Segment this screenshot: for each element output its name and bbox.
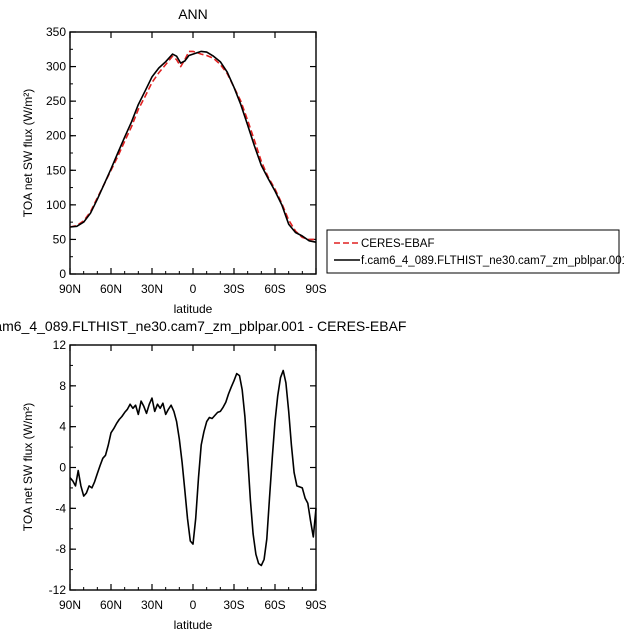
panel-2-x-tick-label: 90N	[59, 598, 81, 612]
panel-1-x-tick-label: 30S	[223, 282, 244, 296]
panel-1-series-line-1	[69, 50, 317, 243]
panel-2-x-tick-label: 30N	[141, 598, 163, 612]
panel-1-x-ticks: 90N 60N 30N 0 30S 60S 90S	[59, 32, 327, 296]
panel-2-y-tick-label: 12	[53, 338, 67, 352]
panel-1-y-ticks: 0 50 100 150 200 250 300 350	[46, 25, 316, 281]
panel-1-y-tick-label: 350	[46, 25, 66, 39]
panel-2-y-axis-label: TOA net SW flux (W/m²)	[21, 403, 35, 531]
panel-1-y-axis-label: TOA net SW flux (W/m²)	[21, 89, 35, 217]
panel-1-frame	[69, 31, 317, 275]
panel-2-y-tick-label: 0	[59, 461, 66, 475]
panel-2-series-line-0	[69, 369, 317, 567]
panel-1-series	[69, 50, 317, 243]
panel-2-y-tick-label: 8	[59, 379, 66, 393]
panel-2-y-tick-label: -8	[55, 542, 66, 556]
panel-2-x-tick-label: 0	[190, 598, 197, 612]
panel-2-x-tick-label: 60N	[100, 598, 122, 612]
panel-2-title: f.cam6_4_089.FLTHIST_ne30.cam7_zm_pblpar…	[0, 318, 406, 334]
panel-1-x-tick-label: 30N	[141, 282, 163, 296]
difference-panel: f.cam6_4_089.FLTHIST_ne30.cam7_zm_pblpar…	[0, 318, 406, 632]
panel-1-series-line-0	[69, 50, 316, 241]
panel-1-x-tick-label: 60S	[264, 282, 285, 296]
panel-1-y-tick-label: 50	[53, 232, 67, 246]
panel-1-y-tick-label: 150	[46, 163, 66, 177]
panel-1-y-tick-label: 100	[46, 198, 66, 212]
panel-2-x-axis-label: latitude	[174, 618, 213, 632]
panel-1-y-tick-label: 200	[46, 129, 66, 143]
climatology-panel: ANN 90N 60N 30N 0 30S 60S 90S 0 50 100 150 200 250 3…	[21, 6, 327, 316]
panel-2-y-tick-label: -4	[55, 501, 66, 515]
panel-1-x-tick-label: 90N	[59, 282, 81, 296]
panel-2-y-ticks: -12 -8 -4 0 4 8 12	[49, 338, 316, 597]
panel-2-x-ticks: 90N 60N 30N 0 30S 60S 90S	[59, 345, 327, 612]
legend: CERES-EBAF f.cam6_4_089.FLTHIST_ne30.cam…	[326, 229, 624, 274]
panel-2-y-tick-label: 4	[59, 420, 66, 434]
panel-2-x-tick-label: 90S	[305, 598, 326, 612]
legend-box	[326, 229, 620, 274]
panel-2-x-tick-label: 30S	[223, 598, 244, 612]
panel-2-series	[69, 369, 317, 567]
panel-1-y-tick-label: 0	[59, 267, 66, 281]
panel-1-y-tick-label: 250	[46, 94, 66, 108]
panel-1-x-tick-label: 60N	[100, 282, 122, 296]
panel-1-y-tick-label: 300	[46, 60, 66, 74]
legend-label-ceres: CERES-EBAF	[361, 238, 435, 250]
panel-1-title: ANN	[178, 6, 208, 22]
panel-1-x-tick-label: 90S	[305, 282, 326, 296]
legend-label-model: f.cam6_4_089.FLTHIST_ne30.cam7_zm_pblpar…	[361, 255, 624, 267]
panel-1-x-axis-label: latitude	[174, 302, 213, 316]
panel-1-x-tick-label: 0	[190, 282, 197, 296]
panel-2-x-tick-label: 60S	[264, 598, 285, 612]
panel-2-y-tick-label: -12	[49, 583, 67, 597]
